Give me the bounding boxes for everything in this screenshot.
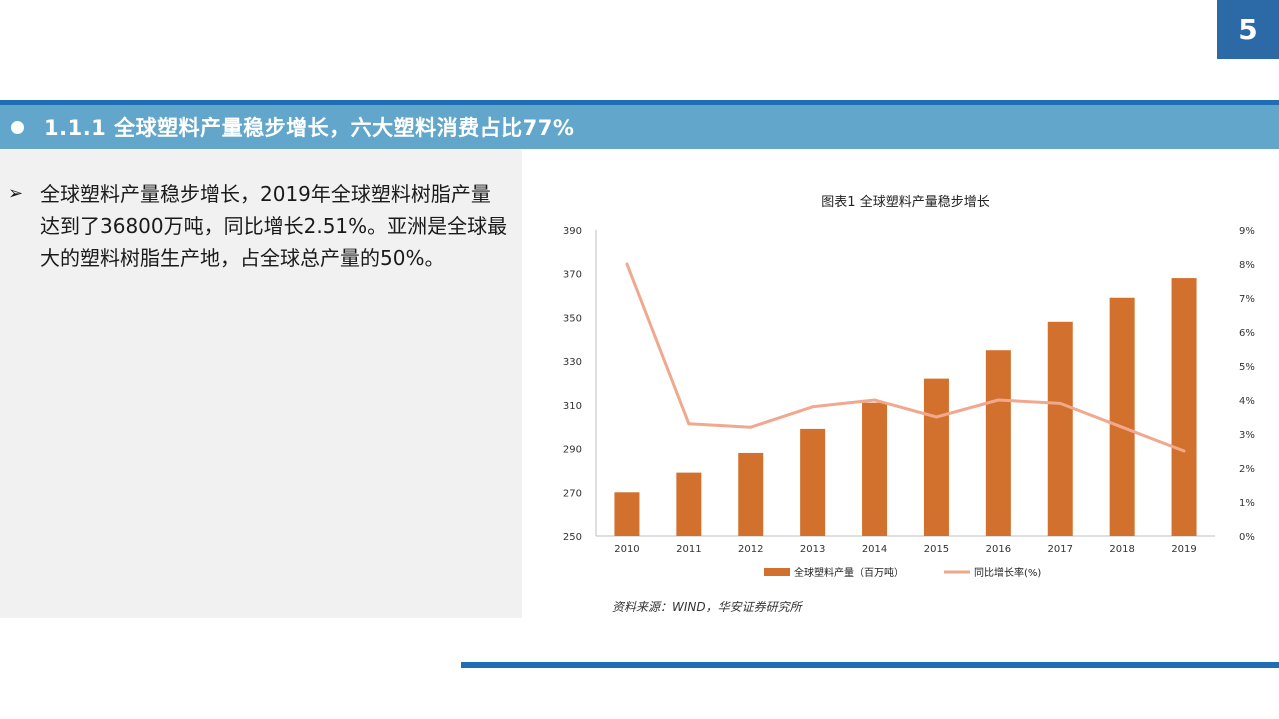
x-tick-label: 2014 xyxy=(862,544,887,555)
line-point xyxy=(1120,425,1124,429)
y-tick-left: 270 xyxy=(563,488,582,499)
y-tick-right: 7% xyxy=(1239,294,1255,305)
bar xyxy=(1171,278,1197,536)
growth-rate-line xyxy=(625,263,1185,453)
section-title-bar: 1.1.1 全球塑料产量稳步增长，六大塑料消费占比77% xyxy=(0,105,1279,149)
legend-bar-swatch xyxy=(764,568,790,576)
y-tick-right: 6% xyxy=(1239,328,1255,339)
bar xyxy=(738,452,764,536)
y-tick-left: 370 xyxy=(563,270,582,281)
y-tick-right: 8% xyxy=(1239,260,1255,271)
chart-title: 图表1 全球塑料产量稳步增长 xyxy=(821,194,989,210)
line-point xyxy=(687,422,691,426)
line-point xyxy=(749,425,753,429)
page-number: 5 xyxy=(1217,0,1279,59)
body-paragraph: 全球塑料产量稳步增长，2019年全球塑料树脂产量达到了36800万吨，同比增长2… xyxy=(40,182,508,270)
bar xyxy=(985,350,1011,536)
bar xyxy=(800,428,826,536)
x-tick-label: 2016 xyxy=(986,544,1011,555)
line-point xyxy=(811,405,815,409)
line-point xyxy=(625,262,629,266)
bar xyxy=(1109,297,1135,536)
line-point xyxy=(996,398,1000,402)
y-tick-left: 290 xyxy=(563,445,582,456)
y-tick-right: 5% xyxy=(1239,362,1255,373)
legend-bar-label: 全球塑料产量（百万吨） xyxy=(794,566,904,579)
y-tick-right: 3% xyxy=(1239,430,1255,441)
y-tick-right: 1% xyxy=(1239,498,1255,509)
title-divider xyxy=(0,100,1279,105)
bullet-dot-icon xyxy=(11,120,24,134)
section-title: 1.1.1 全球塑料产量稳步增长，六大塑料消费占比77% xyxy=(44,116,575,140)
line-point xyxy=(934,415,938,419)
y-tick-left: 350 xyxy=(563,313,582,324)
line-point xyxy=(1058,401,1062,405)
y-tick-left: 250 xyxy=(563,532,582,543)
bar xyxy=(923,378,949,536)
x-tick-label: 2011 xyxy=(676,544,701,555)
x-tick-label: 2010 xyxy=(614,544,639,555)
bar xyxy=(676,472,702,536)
y-tick-right: 2% xyxy=(1239,464,1255,475)
x-tick-label: 2018 xyxy=(1109,544,1134,555)
x-tick-label: 2017 xyxy=(1048,544,1073,555)
bar xyxy=(862,402,888,536)
legend-line-label: 同比增长率(%) xyxy=(974,566,1041,579)
y-tick-right: 0% xyxy=(1239,532,1255,543)
y-tick-left: 310 xyxy=(563,401,582,412)
text-panel xyxy=(0,150,522,618)
production-chart: 图表1 全球塑料产量稳步增长 250 270 290 310 330 350 370 390 0%… xyxy=(563,194,1255,579)
body-paragraph-block: ➢ 全球塑料产量稳步增长，2019年全球塑料树脂产量达到了36800万吨，同比增… xyxy=(8,178,510,274)
bar xyxy=(1047,321,1073,536)
bar xyxy=(614,492,640,536)
line-point xyxy=(873,398,877,402)
y-tick-left: 330 xyxy=(563,357,582,368)
line-point xyxy=(1182,449,1186,453)
arrow-bullet-icon: ➢ xyxy=(8,183,24,204)
x-tick-label: 2013 xyxy=(800,544,825,555)
x-tick-label: 2015 xyxy=(924,544,949,555)
bottom-divider xyxy=(461,662,1279,668)
y-tick-right: 9% xyxy=(1239,226,1255,237)
x-tick-label: 2012 xyxy=(738,544,763,555)
y-tick-right: 4% xyxy=(1239,396,1255,407)
x-tick-label: 2019 xyxy=(1171,544,1196,555)
y-tick-left: 390 xyxy=(563,226,582,237)
chart-source: 资料来源：WIND，华安证券研究所 xyxy=(612,600,802,614)
